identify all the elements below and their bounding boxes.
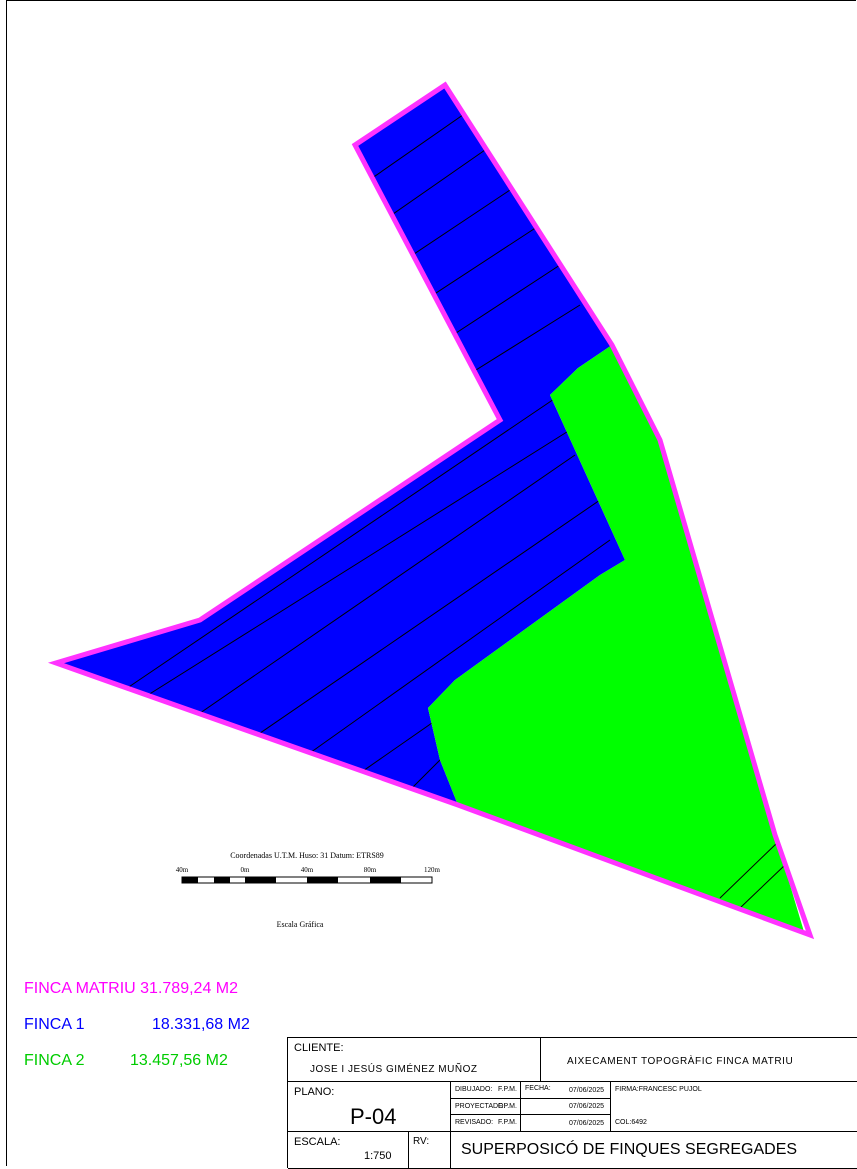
project-title-cell: AIXECAMENT TOPOGRÀFIC FINCA MATRIU <box>541 1038 857 1082</box>
fecha-value: 07/06/2025 <box>569 1120 605 1127</box>
legend-value: 18.331,68 M2 <box>152 1016 250 1033</box>
dibujado-label: DIBUJADO: <box>455 1086 493 1093</box>
plano-cell: PLANO: P-04 <box>288 1082 451 1132</box>
fecha-cell-1: FECHA: 07/06/2025 <box>521 1082 611 1099</box>
fecha-cell-3: 07/06/2025 <box>521 1115 611 1132</box>
scale-tick-label: 40m <box>301 866 314 874</box>
escala-label: ESCALA: <box>294 1136 341 1148</box>
scale-tick-label: 0m <box>241 866 251 874</box>
dibujado-value: F.P.M. <box>498 1086 517 1093</box>
finca-2-parcel <box>428 345 805 935</box>
scale-bar: Coordenadas U.T.M. Huso: 31 Datum: ETRS8… <box>176 851 441 929</box>
rv-label: RV: <box>413 1136 430 1147</box>
cliente-cell: CLIENTE: JOSE I JESÚS GIMÉNEZ MUÑOZ <box>288 1038 541 1082</box>
finca-1-parcel <box>56 85 625 805</box>
drawing-title-cell: SUPERPOSICÓ DE FINQUES SEGREGADES <box>451 1132 857 1169</box>
drawing-title: SUPERPOSICÓ DE FINQUES SEGREGADES <box>461 1141 798 1158</box>
proyectado-value: F.P.M. <box>498 1103 517 1110</box>
cliente-label: CLIENTE: <box>294 1042 344 1054</box>
legend-finca-1-value: 18.331,68 M2 <box>152 1016 250 1034</box>
site-plan: Coordenadas U.T.M. Huso: 31 Datum: ETRS8… <box>47 81 815 940</box>
scale-bar-heading: Coordenadas U.T.M. Huso: 31 Datum: ETRS8… <box>230 851 384 860</box>
escala-cell: ESCALA: 1:750 <box>288 1132 409 1169</box>
project-title: AIXECAMENT TOPOGRÀFIC FINCA MATRIU <box>567 1056 794 1067</box>
col-number: COL:6492 <box>615 1119 647 1126</box>
firma-cell: FIRMA:FRANCESC PUJOL COL:6492 <box>611 1082 857 1132</box>
legend-label: FINCA MATRIU <box>24 980 136 997</box>
legend-label: FINCA 1 <box>24 1016 85 1033</box>
title-block: CLIENTE: JOSE I JESÚS GIMÉNEZ MUÑOZ AIXE… <box>287 1037 857 1169</box>
finca-2-hatching <box>719 841 786 909</box>
rv-cell: RV: <box>409 1132 451 1169</box>
fecha-value: 07/06/2025 <box>569 1087 605 1094</box>
scale-tick-label: 40m <box>176 866 189 874</box>
legend-finca-1-label: FINCA 1 <box>24 1016 84 1034</box>
legend-value: 13.457,56 M2 <box>130 1052 228 1069</box>
legend-finca-2-value: 13.457,56 M2 <box>130 1052 228 1070</box>
scale-tick-label: 80m <box>364 866 377 874</box>
fecha-cell-2: 07/06/2025 <box>521 1099 611 1115</box>
scale-tick-label: 120m <box>424 866 441 874</box>
firma-label: FIRMA:FRANCESC PUJOL <box>615 1086 702 1093</box>
scale-bar-caption: Escala Gráfica <box>277 920 324 929</box>
revisado-label: REVISADO: <box>455 1119 494 1126</box>
drawing-sheet <box>6 0 856 1166</box>
legend-value: 31.789,24 M2 <box>140 980 239 997</box>
proyectado-label: PROYECTADO: <box>455 1103 506 1110</box>
escala-value: 1:750 <box>364 1150 392 1162</box>
dibujado-cell: DIBUJADO: F.P.M. <box>451 1082 521 1099</box>
revisado-cell: REVISADO: F.P.M. <box>451 1115 521 1132</box>
fecha-value: 07/06/2025 <box>569 1103 605 1110</box>
proyectado-cell: PROYECTADO: F.P.M. <box>451 1099 521 1115</box>
plano-value: P-04 <box>350 1104 397 1129</box>
fecha-label: FECHA: <box>525 1085 551 1092</box>
legend-finca-2-label: FINCA 2 <box>24 1052 84 1070</box>
plano-label: PLANO: <box>294 1086 335 1098</box>
legend-finca-matriu: FINCA MATRIU 31.789,24 M2 <box>24 980 238 998</box>
legend-label: FINCA 2 <box>24 1052 85 1069</box>
revisado-value: F.P.M. <box>498 1119 517 1126</box>
cliente-value: JOSE I JESÚS GIMÉNEZ MUÑOZ <box>310 1064 478 1075</box>
finca-matriu-boundary <box>47 81 815 940</box>
